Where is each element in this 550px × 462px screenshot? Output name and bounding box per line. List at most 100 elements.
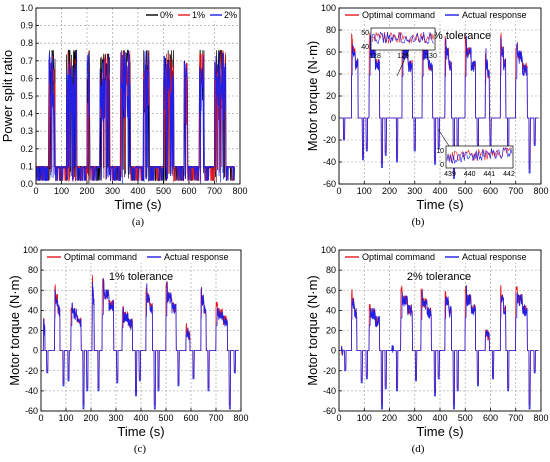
y-axis-label: Power split ratio	[0, 50, 15, 142]
x-tick-label: 0	[336, 186, 341, 196]
y-tick-label: 80	[28, 265, 38, 275]
y-tick-label: 0.9	[20, 21, 33, 31]
x-tick-label: 500	[158, 413, 173, 423]
plot-area	[339, 284, 539, 410]
inset-x-tick-label: 440	[464, 171, 476, 178]
y-tick-label: -40	[25, 386, 38, 396]
x-tick-label: 200	[382, 186, 397, 196]
inset-x-tick-label: 129	[397, 53, 409, 60]
x-axis: 0 100 200 300 400 500 600 700 800	[336, 181, 549, 196]
plot-frame	[40, 249, 242, 412]
y-tick-label: 0	[331, 113, 336, 123]
x-axis: 0 100 200 300 400 500 600 700 800	[336, 408, 549, 423]
x-tick-label: 800	[233, 413, 248, 423]
legend: Optimal command Actual response	[340, 9, 540, 21]
y-tick-label: -60	[25, 406, 38, 416]
x-tick-label: 600	[483, 413, 498, 423]
x-tick-label: 700	[508, 186, 523, 196]
x-tick-label: 700	[208, 413, 223, 423]
y-tick-label: -20	[323, 366, 336, 376]
y-tick-label: 0.7	[20, 56, 33, 66]
tolerance-annotation: 0% tolerance	[427, 30, 491, 42]
inset-actual-line	[446, 147, 513, 164]
x-axis-label: Time (s)	[416, 197, 463, 212]
panel-caption: (a)	[132, 216, 145, 228]
y-axis-label: Motor torque (N·m)	[305, 41, 320, 152]
inset-x-tick-label: 130	[425, 53, 437, 60]
y-axis: -60 -40 -20 0 20 40 60 80 100	[321, 245, 342, 416]
legend-label: Optimal command	[362, 10, 435, 20]
y-tick-label: 20	[326, 91, 336, 101]
x-tick-label: 500	[458, 413, 473, 423]
inset-x-tick-label: 439	[444, 171, 456, 178]
x-tick-label: 400	[432, 413, 447, 423]
legend: Optimal command Actual response	[340, 251, 540, 263]
series-2pct-line	[36, 50, 235, 184]
y-tick-label: 0.0	[20, 179, 33, 189]
x-tick-label: 700	[508, 413, 523, 423]
y-tick-label: 0	[33, 346, 38, 356]
x-tick-label: 700	[207, 186, 222, 196]
y-tick-label: -40	[323, 386, 336, 396]
y-tick-label: 1.0	[20, 3, 33, 13]
x-tick-label: 300	[407, 413, 422, 423]
x-axis-label: Time (s)	[416, 424, 463, 439]
legend: 0% 1% 2%	[144, 9, 239, 21]
legend-label: 2%	[224, 10, 237, 20]
y-axis: -60 -40 -20 0 20 40 60 80 100	[321, 3, 342, 189]
y-axis-label: Motor torque (N·m)	[305, 275, 320, 386]
inset-y-tick-label: 40	[361, 44, 369, 51]
x-tick-label: 200	[382, 413, 397, 423]
legend-label: Optimal command	[64, 252, 137, 262]
actual-response-line	[339, 285, 539, 410]
x-tick-label: 0	[33, 186, 38, 196]
x-axis: 0 100 200 300 400 500 600 700 800	[38, 408, 249, 423]
legend-box	[340, 9, 540, 21]
y-tick-label: 60	[326, 285, 336, 295]
panel-caption: (d)	[412, 443, 425, 455]
x-tick-label: 500	[458, 186, 473, 196]
inset-y-tick-label: 0	[440, 162, 444, 169]
plot-area	[36, 49, 235, 184]
plot-frame	[338, 249, 542, 412]
panel-d: 0 100 200 300 400 500 600 700 800 -60 -40 -20 0 20 40 6…	[305, 245, 549, 439]
y-tick-label: 0	[331, 346, 336, 356]
tolerance-annotation: 1% tolerance	[109, 271, 173, 283]
y-tick-label: 20	[326, 326, 336, 336]
x-tick-label: 400	[133, 413, 148, 423]
actual-response-line	[41, 278, 239, 410]
y-tick-label: -40	[323, 157, 336, 167]
inset-2: 439 440 441 442 0 10	[436, 145, 515, 178]
legend-box	[144, 9, 239, 21]
y-axis: -60 -40 -20 0 20 40 60 80 100	[23, 245, 44, 416]
inset-y-tick-label: 50	[361, 30, 369, 37]
x-tick-label: 300	[105, 186, 120, 196]
panel-caption: (c)	[134, 443, 147, 455]
inset-actual-line	[371, 31, 435, 45]
x-axis: 0 100 200 300 400 500 600 700 800	[33, 181, 248, 196]
y-tick-label: 60	[326, 47, 336, 57]
x-axis-label: Time (s)	[117, 424, 164, 439]
y-axis-label: Motor torque (N·m)	[7, 275, 22, 386]
series-0pct-line	[36, 49, 235, 184]
y-tick-label: 40	[326, 305, 336, 315]
x-tick-label: 800	[533, 413, 548, 423]
x-tick-label: 100	[357, 186, 372, 196]
legend-label: Actual response	[462, 10, 527, 20]
y-tick-label: 40	[28, 305, 38, 315]
x-axis-label: Time (s)	[114, 197, 161, 212]
plot-area	[41, 275, 239, 410]
legend-label: Actual response	[462, 252, 527, 262]
y-tick-label: 40	[326, 69, 336, 79]
y-tick-label: 0.1	[20, 161, 33, 171]
y-tick-label: 0.5	[20, 91, 33, 101]
inset-command-line	[446, 147, 513, 163]
panel-caption: (b)	[412, 216, 425, 228]
y-tick-label: 0.8	[20, 38, 33, 48]
y-tick-label: 100	[23, 245, 38, 255]
x-tick-label: 100	[357, 413, 372, 423]
y-tick-label: 0.6	[20, 73, 33, 83]
y-tick-label: 100	[321, 245, 336, 255]
inset-1: 128 129 130 40 50	[361, 27, 437, 60]
